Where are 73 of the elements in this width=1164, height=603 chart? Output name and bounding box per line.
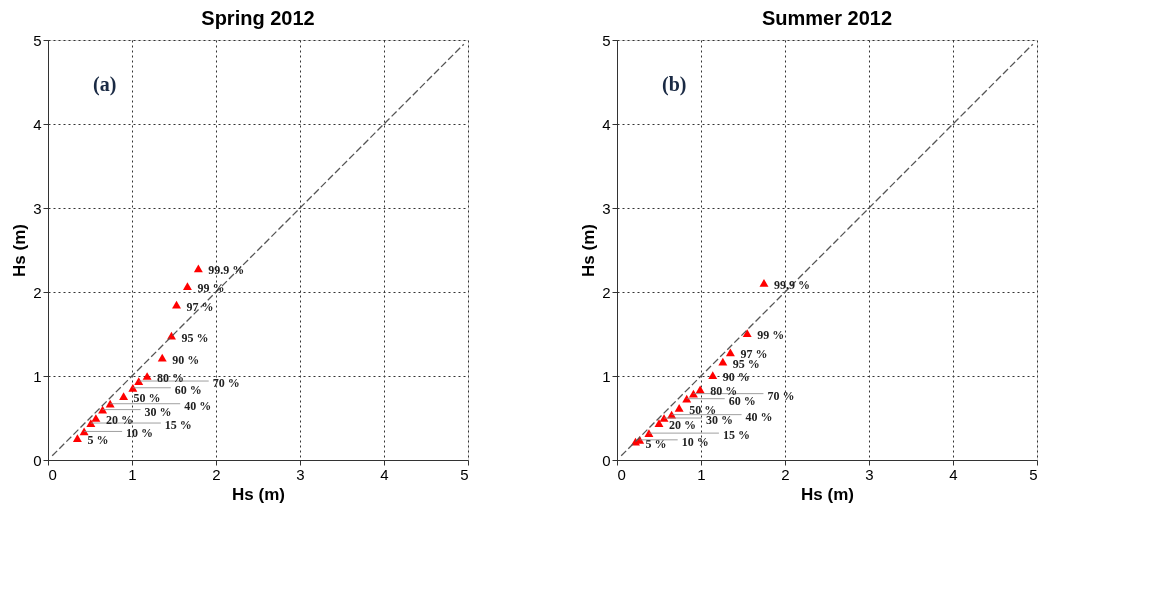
point xyxy=(182,282,192,290)
point xyxy=(759,278,769,287)
annotation: 90 % xyxy=(172,352,200,367)
annotation: 50 % xyxy=(133,391,161,406)
annotation: (a) xyxy=(93,73,117,96)
annotation: 15 % xyxy=(164,418,192,433)
annotation: 10 % xyxy=(126,426,154,441)
x-tick-label: 2 xyxy=(212,465,221,483)
point xyxy=(91,414,101,422)
x-tick-label: 0 xyxy=(48,465,57,483)
point xyxy=(167,331,176,340)
x-tick-label: 1 xyxy=(697,465,706,483)
annotation: 30 % xyxy=(144,404,172,419)
point xyxy=(742,329,752,338)
annotation: 5 % xyxy=(645,436,667,451)
x-tick-label: 1 xyxy=(128,465,137,483)
annotation: (b) xyxy=(662,73,687,96)
x-tick-label: 4 xyxy=(380,465,389,483)
y-tick-label: 5 xyxy=(602,31,611,49)
y-tick-label: 4 xyxy=(602,115,611,133)
annotation: 70 % xyxy=(212,376,240,391)
x-axis-title: Hs (m) xyxy=(232,484,285,504)
x-axis-title: Hs (m) xyxy=(801,484,854,504)
y-tick-label: 2 xyxy=(602,283,611,301)
annotation: 20 % xyxy=(669,418,696,433)
annotation: 97 % xyxy=(186,299,214,314)
x-tick-label: 4 xyxy=(949,465,958,483)
annotation: 70 % xyxy=(767,388,795,403)
point xyxy=(72,434,82,443)
chart-title: Summer 2012 xyxy=(761,7,893,29)
x-tick-label: 5 xyxy=(460,465,469,483)
y-tick-label: 0 xyxy=(602,451,611,469)
point xyxy=(708,371,718,380)
y-tick-label: 5 xyxy=(33,31,42,49)
annotation: 60 % xyxy=(174,382,202,397)
annotation: 99.9 % xyxy=(208,263,245,278)
annotation: 95 % xyxy=(181,330,209,345)
annotation: 90 % xyxy=(722,370,750,385)
annotation: 40 % xyxy=(745,409,773,424)
chart-title: Spring 2012 xyxy=(201,7,315,29)
annotation: 99 % xyxy=(757,328,785,343)
y-tick-label: 1 xyxy=(602,367,611,385)
point xyxy=(105,399,115,408)
point xyxy=(695,385,705,394)
annotation: 15 % xyxy=(722,428,750,443)
annotation: 99.9 % xyxy=(774,277,810,292)
y-tick-label: 3 xyxy=(33,199,42,217)
x-tick-label: 5 xyxy=(1029,465,1038,483)
point xyxy=(682,394,692,403)
point xyxy=(654,419,664,427)
x-tick-label: 3 xyxy=(296,465,305,483)
y-axis-title: Hs (m) xyxy=(579,224,599,277)
point xyxy=(674,404,684,412)
y-tick-label: 4 xyxy=(33,115,42,133)
x-tick-label: 3 xyxy=(865,465,874,483)
annotation: 5 % xyxy=(87,433,109,448)
x-tick-label: 0 xyxy=(617,465,626,483)
point xyxy=(142,372,152,380)
y-tick-label: 1 xyxy=(33,367,42,385)
y-tick-label: 3 xyxy=(602,199,611,217)
point xyxy=(128,383,138,392)
annotation: 10 % xyxy=(681,434,709,449)
y-axis-title: Hs (m) xyxy=(10,224,30,277)
y-tick-label: 2 xyxy=(33,283,42,301)
point xyxy=(119,392,129,401)
annotation: 40 % xyxy=(184,398,212,413)
x-tick-label: 2 xyxy=(781,465,790,483)
annotation: 99 % xyxy=(197,281,225,296)
point xyxy=(718,357,728,366)
point xyxy=(688,389,698,398)
y-tick-label: 0 xyxy=(33,451,42,469)
annotation: 80 % xyxy=(157,371,185,385)
annotation: 20 % xyxy=(105,413,133,427)
